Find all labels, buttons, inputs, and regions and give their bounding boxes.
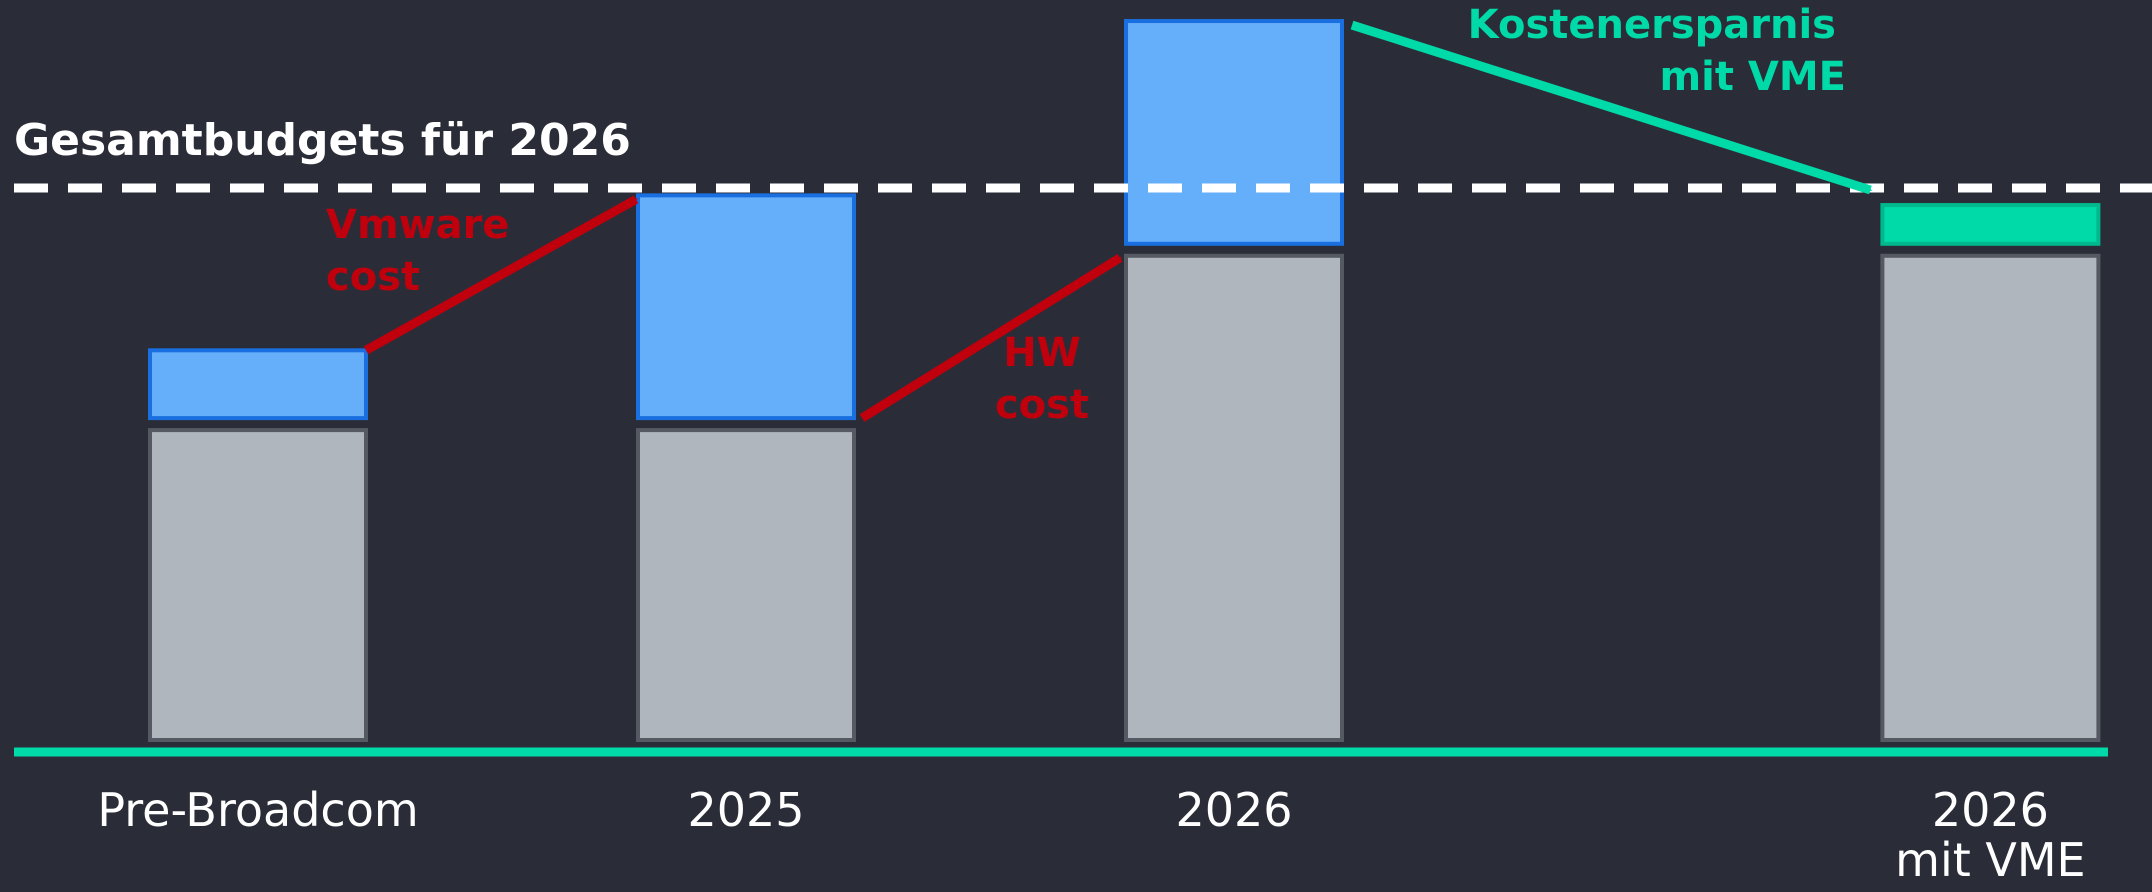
bar-software-0 [148, 348, 368, 421]
budget-reference-label: Gesamtbudgets für 2026 [14, 115, 631, 166]
vmware-cost-arrow [363, 195, 639, 355]
hw-cost-arrow [859, 253, 1123, 422]
category-label-2-0: 2026 [1175, 783, 1292, 837]
annotation-1-line-0: HW [1003, 330, 1081, 376]
bar-software-3 [1880, 203, 2101, 246]
bar-hardware-0 [148, 428, 368, 742]
category-label-3-0: 2026 [1932, 783, 2049, 837]
annotation-0-line-1: cost [326, 254, 420, 300]
bar-software-2 [1124, 19, 1344, 246]
category-label-3-1: mit VME [1895, 833, 2085, 887]
category-label-1-0: 2025 [687, 783, 804, 837]
bar-software-1 [636, 193, 856, 421]
annotation-1-line-1: cost [995, 382, 1089, 428]
annotation-0-line-0: Vmware [326, 202, 509, 248]
savings-arrow [1350, 20, 1873, 195]
annotation-2-line-1: mit VME [1659, 54, 1846, 100]
category-label-0-0: Pre-Broadcom [97, 783, 418, 837]
bar-hardware-2 [1124, 253, 1344, 743]
bar-hardware-1 [636, 428, 856, 742]
bar-hardware-3 [1880, 253, 2101, 743]
annotation-2-line-0: Kostenersparnis [1468, 2, 1836, 48]
